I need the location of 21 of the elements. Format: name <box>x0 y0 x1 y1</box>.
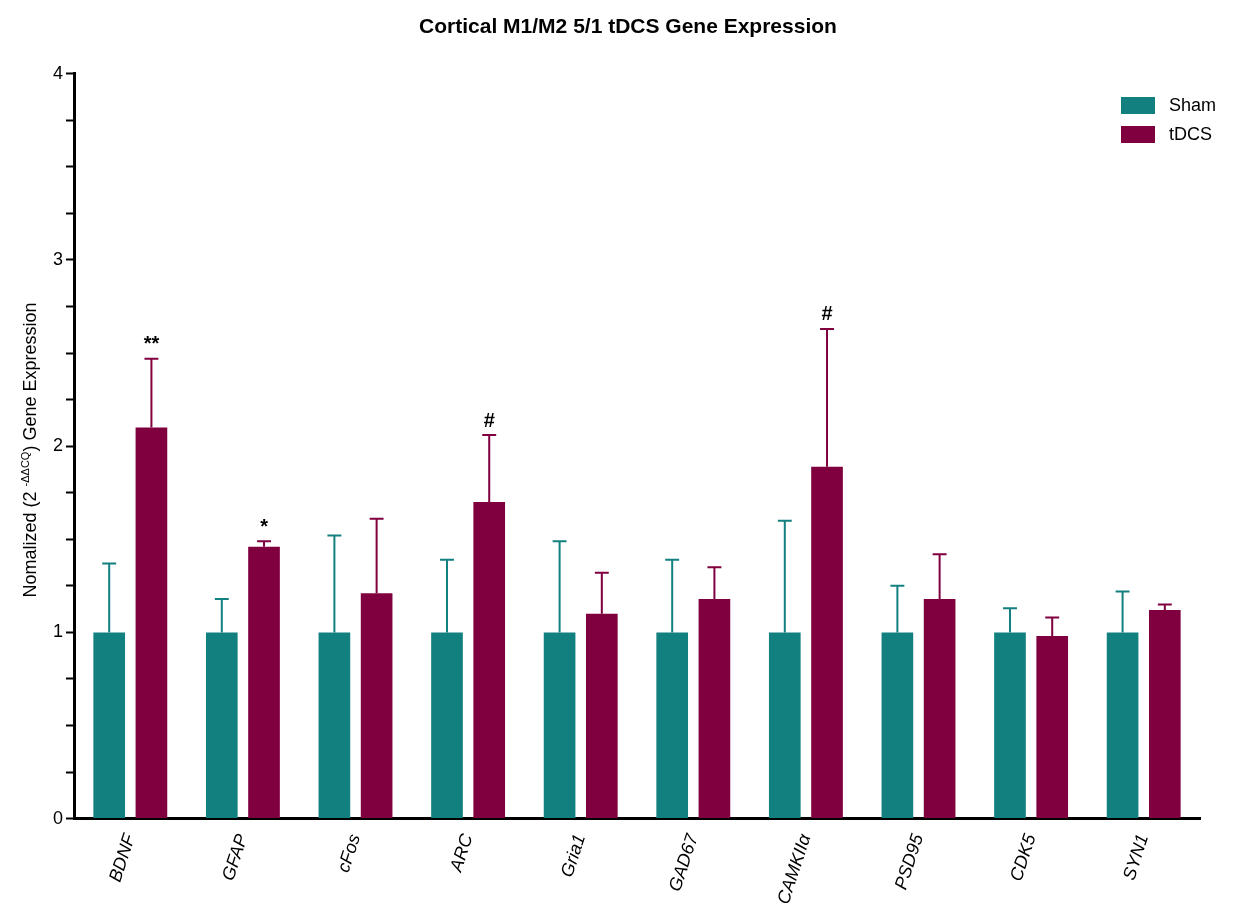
legend-label: Sham <box>1168 95 1216 116</box>
legend-label: tDCS <box>1168 124 1212 145</box>
x-tick-label: CDK5 <box>1005 830 1040 884</box>
x-tick-label: cFos <box>332 831 365 875</box>
annotation: # <box>483 408 495 431</box>
annotation: ** <box>143 332 160 355</box>
y-tick-label: 4 <box>53 62 64 83</box>
x-tick-label: ARC <box>445 830 477 875</box>
x-tick-label: GAD67 <box>664 830 703 894</box>
x-tick-label: SYN1 <box>1118 831 1153 883</box>
annotation: * <box>260 514 269 537</box>
y-tick-label: 0 <box>53 807 64 828</box>
chart-title: Cortical M1/M2 5/1 tDCS Gene Expression <box>418 14 838 38</box>
annotation: # <box>821 302 833 325</box>
x-tick-label: PSD95 <box>890 830 928 892</box>
x-tick-label: GFAP <box>217 831 252 884</box>
x-tick-label: Gria1 <box>556 831 590 880</box>
y-tick-label: 3 <box>53 248 64 269</box>
y-tick-label: 2 <box>53 435 64 456</box>
y-tick-label: 1 <box>53 621 64 642</box>
x-tick-label: BDNF <box>104 830 140 885</box>
